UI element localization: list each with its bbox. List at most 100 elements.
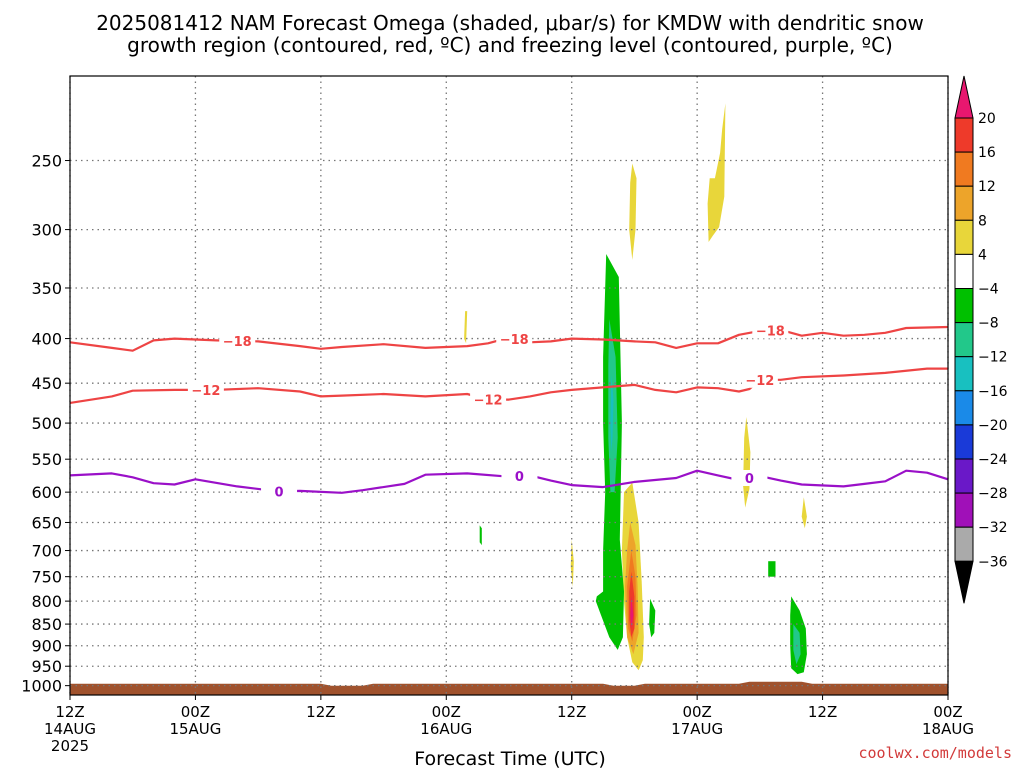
ground-surface	[70, 681, 948, 695]
omega-region-minus8-to-minus4-17	[768, 561, 776, 577]
y-tick-label-300: 300	[31, 221, 62, 240]
contour-label-minus18-2: −18	[756, 324, 785, 339]
y-tick-label-400: 400	[31, 330, 62, 349]
contour-label-bg-minus18-1	[496, 330, 533, 347]
colorbar-label-minus20: −20	[978, 418, 1008, 434]
contour-label-bg-minus18-0	[219, 332, 256, 349]
y-tick-label-850: 850	[31, 615, 62, 634]
colorbar-segment-13	[954, 526, 974, 562]
omega-colorbar: 20 16 12 8 4 −4 −8 −12 −16 −20 −24 −28 −32 −36	[954, 75, 1008, 604]
y-tick-label-600: 600	[31, 483, 62, 502]
y-tick-label-250: 250	[31, 152, 62, 171]
contour-label-bg-freezing-0	[261, 483, 298, 500]
y-tick-label-800: 800	[31, 592, 62, 611]
omega-region-4-to-8-8	[743, 417, 751, 508]
omega-region-minus16-to-minus12-13	[610, 374, 614, 453]
omega-shading	[464, 103, 807, 675]
colorbar-label-12: 12	[978, 179, 996, 195]
chart-title-line1: 2025081412 NAM Forecast Omega (shaded, μ…	[96, 11, 924, 35]
omega-region-4-to-8-5	[629, 163, 637, 260]
x-tick-label-72: 12Z	[808, 703, 837, 721]
contour-label-bg-freezing-1	[501, 468, 538, 485]
colorbar-label-minus4: −4	[978, 282, 999, 298]
contour-freezing	[69, 469, 949, 494]
contour-label-bg-freezing-2	[731, 469, 768, 486]
x-tick-date-84: 18AUG	[922, 720, 974, 738]
y-tick-label-950: 950	[31, 657, 62, 676]
colorbar-segment-7	[954, 322, 974, 358]
contour-label-freezing-1: 0	[515, 470, 524, 485]
ground-layer	[70, 681, 948, 695]
y-tick-label-350: 350	[31, 279, 62, 298]
omega-region-minus8-to-minus4-16	[649, 598, 656, 638]
colorbar-label-minus12: −12	[978, 350, 1008, 366]
y-tick-label-500: 500	[31, 414, 62, 433]
y-tick-label-450: 450	[31, 374, 62, 393]
x-tick-label-60: 00Z	[682, 703, 711, 721]
x-tick-label-0: 12Z	[55, 703, 84, 721]
x-tick-label-48: 12Z	[557, 703, 586, 721]
colorbar-label-16: 16	[978, 145, 996, 161]
colorbar-label-minus24: −24	[978, 452, 1008, 468]
y-tick-label-650: 650	[31, 513, 62, 532]
colorbar-segment-4	[954, 219, 974, 255]
omega-region-4-to-8-10	[801, 497, 807, 529]
plot-frame	[69, 75, 949, 696]
omega-region-4-to-8-6	[707, 103, 726, 243]
contour-label-freezing-2: 0	[745, 472, 754, 487]
plot-area: −18 −18 −18 −12 −12 −12 0 0 0	[69, 75, 949, 696]
contour-label-freezing-0: 0	[275, 486, 284, 501]
contour-label-minus18-1: −18	[500, 333, 529, 348]
colorbar-segment-3	[954, 185, 974, 221]
contour-label-bg-minus12-0	[187, 381, 224, 398]
omega-region-minus12-to-minus8-15	[793, 624, 801, 665]
contour-label-minus18-0: −18	[223, 335, 252, 350]
omega-region-4-to-8-9	[570, 539, 574, 587]
colorbar-bottom-arrow	[954, 560, 974, 604]
contour-lines: −18 −18 −18 −12 −12 −12 0 0 0	[69, 322, 949, 501]
x-tick-date-36: 16AUG	[420, 720, 472, 738]
colorbar-label-4: 4	[978, 247, 987, 263]
colorbar-segment-12	[954, 492, 974, 528]
omega-region-minus8-to-minus4-18	[479, 525, 482, 546]
colorbar-top-arrow	[954, 75, 974, 119]
colorbar-segment-1	[954, 117, 974, 153]
x-tick-date-60: 17AUG	[671, 720, 723, 738]
colorbar-label-20: 20	[978, 111, 996, 127]
contour-label-bg-minus12-2	[741, 371, 778, 388]
omega-region-4-to-8-7	[464, 311, 468, 344]
y-tick-label-1000: 1000	[21, 677, 62, 696]
y-tick-label-550: 550	[31, 450, 62, 469]
contour-label-minus12-1: −12	[474, 394, 503, 409]
contour-label-bg-minus18-2	[752, 322, 789, 339]
omega-region-above-20-4	[630, 596, 634, 629]
colorbar-segment-5	[954, 253, 974, 289]
colorbar-label-minus32: −32	[978, 520, 1008, 536]
colorbar-segment-8	[954, 356, 974, 392]
x-tick-label-84: 00Z	[933, 703, 962, 721]
contour-label-bg-minus12-1	[470, 391, 507, 408]
x-tick-year-0: 2025	[51, 737, 89, 755]
x-tick-date-0: 14AUG	[44, 720, 96, 738]
colorbar-label-minus28: −28	[978, 486, 1008, 502]
chart-title-line2: growth region (contoured, red, ºC) and f…	[127, 33, 893, 57]
x-tick-label-24: 12Z	[306, 703, 335, 721]
x-tick-date-12: 15AUG	[169, 720, 221, 738]
colorbar-label-minus16: −16	[978, 384, 1008, 400]
colorbar-segment-2	[954, 151, 974, 187]
colorbar-label-minus8: −8	[978, 316, 999, 332]
x-axis-label: Forecast Time (UTC)	[414, 748, 605, 768]
colorbar-segment-9	[954, 390, 974, 426]
x-tick-label-36: 00Z	[432, 703, 461, 721]
y-tick-label-750: 750	[31, 568, 62, 587]
colorbar-label-minus36: −36	[978, 554, 1008, 570]
colorbar-segment-10	[954, 424, 974, 460]
y-tick-label-700: 700	[31, 542, 62, 561]
x-tick-label-12: 00Z	[181, 703, 210, 721]
credit-text: coolwx.com/models	[858, 744, 1012, 762]
contour-label-minus12-2: −12	[745, 374, 774, 389]
colorbar-segment-11	[954, 458, 974, 494]
colorbar-label-8: 8	[978, 213, 987, 229]
